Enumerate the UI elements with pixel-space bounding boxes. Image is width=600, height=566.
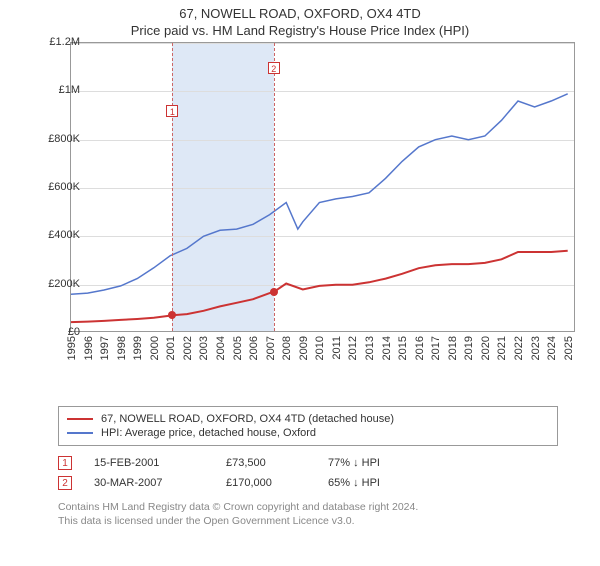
footer-attribution: Contains HM Land Registry data © Crown c…	[58, 500, 600, 528]
chart-lines	[71, 43, 576, 333]
y-axis-label: £200K	[40, 278, 80, 290]
marker-dot	[270, 288, 278, 296]
plot-area: 12	[70, 42, 575, 332]
page-subtitle: Price paid vs. HM Land Registry's House …	[0, 23, 600, 38]
y-axis-label: £600K	[40, 181, 80, 193]
event-price: £170,000	[226, 477, 306, 489]
event-id-box: 1	[58, 456, 72, 470]
x-axis-label: 2003	[198, 336, 210, 372]
event-row: 1 15-FEB-2001 £73,500 77% ↓ HPI	[58, 456, 600, 470]
legend-item: 67, NOWELL ROAD, OXFORD, OX4 4TD (detach…	[67, 413, 549, 425]
x-axis-label: 2008	[281, 336, 293, 372]
legend-item: HPI: Average price, detached house, Oxfo…	[67, 427, 549, 439]
event-id-box: 2	[58, 476, 72, 490]
event-delta: 77% ↓ HPI	[328, 457, 380, 469]
x-axis-label: 2012	[347, 336, 359, 372]
x-axis-label: 2021	[496, 336, 508, 372]
legend-swatch	[67, 418, 93, 420]
x-axis-label: 2004	[215, 336, 227, 372]
x-axis-label: 2023	[530, 336, 542, 372]
y-axis-label: £1M	[40, 84, 80, 96]
x-axis-label: 2017	[430, 336, 442, 372]
x-axis-label: 1999	[132, 336, 144, 372]
y-axis-label: £1.2M	[40, 36, 80, 48]
y-axis-label: £400K	[40, 229, 80, 241]
x-axis-label: 1996	[83, 336, 95, 372]
page-title: 67, NOWELL ROAD, OXFORD, OX4 4TD	[0, 6, 600, 21]
x-axis-label: 2016	[414, 336, 426, 372]
legend-swatch	[67, 432, 93, 434]
marker-dot	[168, 311, 176, 319]
x-axis-label: 2015	[397, 336, 409, 372]
x-axis-label: 2022	[513, 336, 525, 372]
x-axis-label: 2000	[149, 336, 161, 372]
x-axis-label: 2006	[248, 336, 260, 372]
footer-line: Contains HM Land Registry data © Crown c…	[58, 500, 600, 514]
event-price: £73,500	[226, 457, 306, 469]
legend-label: 67, NOWELL ROAD, OXFORD, OX4 4TD (detach…	[101, 413, 394, 425]
x-axis-label: 2007	[265, 336, 277, 372]
series-line	[71, 94, 568, 294]
x-axis-label: 2011	[331, 336, 343, 372]
legend-label: HPI: Average price, detached house, Oxfo…	[101, 427, 316, 439]
x-axis-label: 1995	[66, 336, 78, 372]
events-table: 1 15-FEB-2001 £73,500 77% ↓ HPI 2 30-MAR-2007…	[58, 456, 600, 490]
x-axis-label: 2014	[381, 336, 393, 372]
event-delta: 65% ↓ HPI	[328, 477, 380, 489]
x-axis-label: 2018	[447, 336, 459, 372]
event-date: 30-MAR-2007	[94, 477, 204, 489]
price-chart: 12 £0£200K£400K£600K£800K£1M£1.2M 199519…	[30, 42, 590, 362]
x-axis-label: 1998	[116, 336, 128, 372]
x-axis-label: 2005	[232, 336, 244, 372]
x-axis-label: 1997	[99, 336, 111, 372]
legend: 67, NOWELL ROAD, OXFORD, OX4 4TD (detach…	[58, 406, 558, 446]
marker-vline	[172, 43, 173, 331]
event-row: 2 30-MAR-2007 £170,000 65% ↓ HPI	[58, 476, 600, 490]
y-axis-label: £800K	[40, 133, 80, 145]
x-axis-label: 2001	[165, 336, 177, 372]
x-axis-label: 2024	[546, 336, 558, 372]
marker-label-box: 2	[268, 62, 280, 74]
series-line	[71, 251, 568, 322]
marker-label-box: 1	[166, 105, 178, 117]
x-axis-label: 2009	[298, 336, 310, 372]
footer-line: This data is licensed under the Open Gov…	[58, 514, 600, 528]
x-axis-label: 2010	[314, 336, 326, 372]
event-date: 15-FEB-2001	[94, 457, 204, 469]
x-axis-label: 2025	[563, 336, 575, 372]
x-axis-label: 2020	[480, 336, 492, 372]
x-axis-label: 2013	[364, 336, 376, 372]
x-axis-label: 2002	[182, 336, 194, 372]
x-axis-label: 2019	[463, 336, 475, 372]
